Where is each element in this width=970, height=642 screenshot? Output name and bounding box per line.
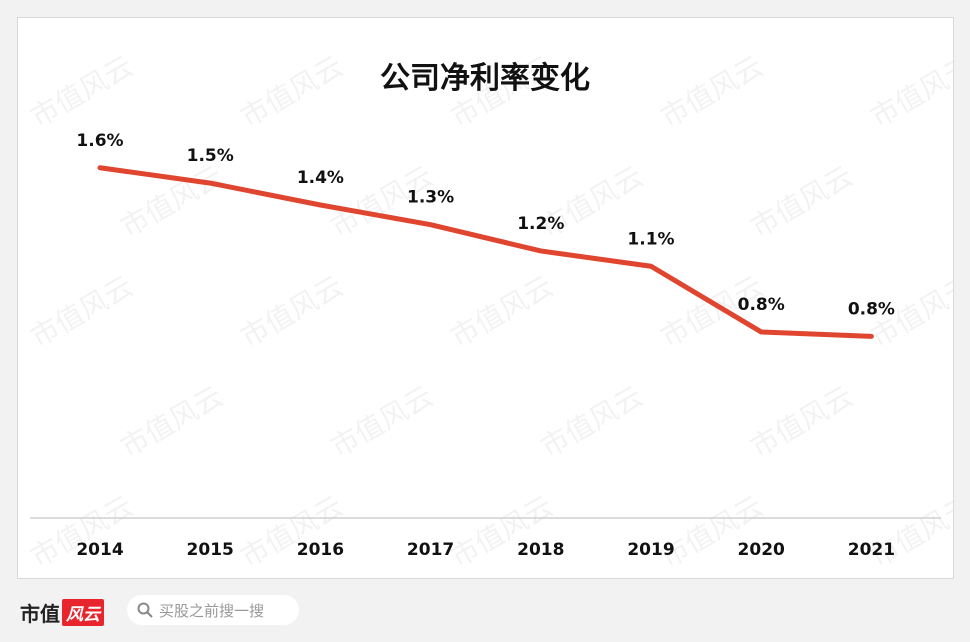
watermark: 市值风云 — [535, 379, 649, 464]
watermark: 市值风云 — [25, 489, 139, 574]
watermark: 市值风云 — [445, 489, 559, 574]
logo-text: 市值 — [20, 602, 60, 626]
watermark: 市值风云 — [235, 489, 349, 574]
watermark: 市值风云 — [865, 489, 953, 574]
watermark: 市值风云 — [235, 269, 349, 354]
watermark: 市值风云 — [445, 269, 559, 354]
x-tick-label: 2017 — [407, 540, 454, 560]
brand-logo: 市值 风云 — [20, 598, 104, 627]
watermark: 市值风云 — [655, 49, 769, 134]
series-line — [97, 165, 874, 339]
data-label: 0.8% — [848, 299, 895, 319]
chart-card: 市值风云 市值风云 市值风云 市值风云 市值风云 市值风云 市值风云 市值风云 市值风云 市值风云… — [17, 17, 954, 579]
x-tick-label: 2021 — [848, 540, 895, 560]
x-tick-label: 2015 — [187, 540, 234, 560]
x-tick-label: 2020 — [738, 540, 785, 560]
watermark: 市值风云 — [25, 49, 139, 134]
x-tick-label: 2019 — [627, 540, 674, 560]
watermark: 市值风云 — [25, 269, 139, 354]
watermark: 市值风云 — [655, 489, 769, 574]
watermark: 市值风云 — [115, 379, 229, 464]
data-label: 1.4% — [297, 168, 344, 188]
watermark: 市值风云 — [235, 49, 349, 134]
search-box[interactable]: 买股之前搜一搜 — [127, 595, 299, 625]
chart-title: 公司净利率变化 — [380, 61, 590, 96]
data-label: 1.2% — [517, 214, 564, 234]
logo-badge: 风云 — [62, 599, 104, 626]
search-icon — [137, 602, 153, 618]
watermark: 市值风云 — [745, 159, 859, 244]
x-tick-label: 2014 — [76, 540, 123, 560]
data-label: 1.6% — [76, 131, 123, 151]
data-label: 1.5% — [187, 146, 234, 166]
watermark: 市值风云 — [865, 49, 953, 134]
watermark: 市值风云 — [325, 379, 439, 464]
x-tick-label: 2018 — [517, 540, 564, 560]
x-tick-label: 2016 — [297, 540, 344, 560]
data-label: 1.1% — [627, 229, 674, 249]
search-placeholder: 买股之前搜一搜 — [159, 601, 265, 620]
data-label: 1.3% — [407, 188, 454, 208]
data-label: 0.8% — [738, 295, 785, 315]
watermark: 市值风云 — [745, 379, 859, 464]
